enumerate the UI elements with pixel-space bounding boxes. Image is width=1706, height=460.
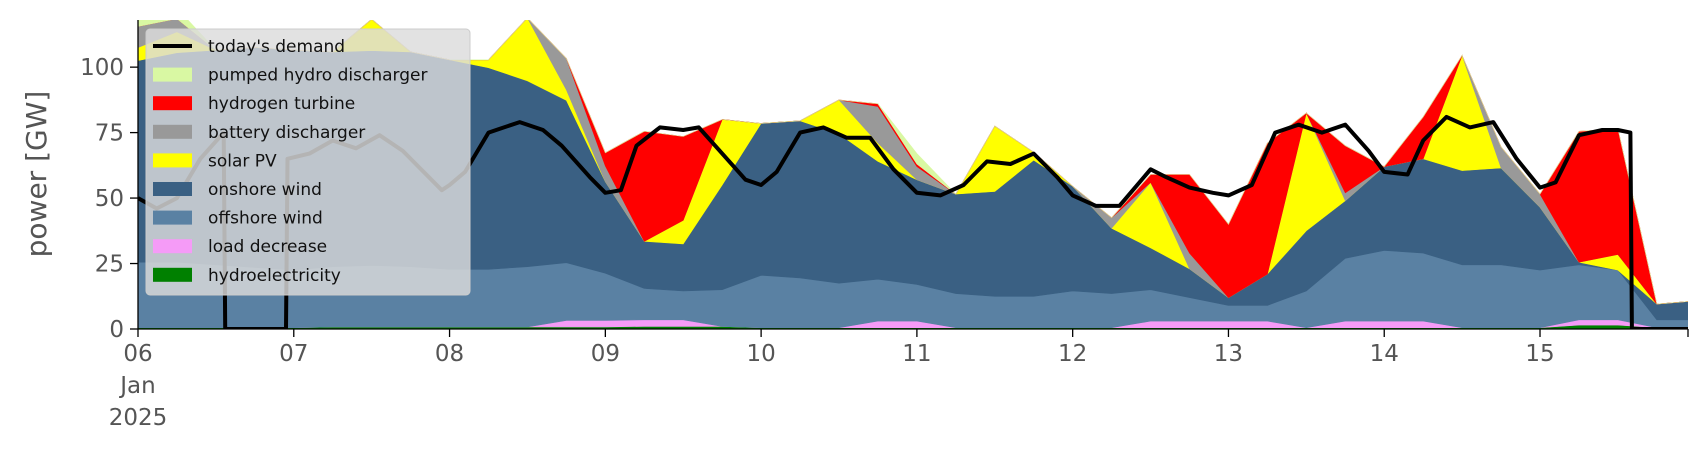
x-tick-label: 06 (123, 341, 152, 367)
y-axis-title: power [GW] (20, 91, 53, 258)
x-tick-label: 13 (1214, 341, 1243, 367)
legend-swatch-pumped-hydro-discharger (153, 67, 192, 82)
legend: today's demand pumped hydro discharger hyd… (145, 28, 471, 296)
x-tick-year: 2025 (109, 405, 168, 431)
legend-label-hydroelectricity: hydroelectricity (208, 266, 341, 286)
legend-box (145, 28, 471, 296)
x-tick-label: 08 (435, 341, 464, 367)
x-tick-label: 14 (1370, 341, 1399, 367)
x-tick-label: 15 (1525, 341, 1554, 367)
x-tick-label: 10 (746, 341, 775, 367)
legend-swatch-hydroelectricity (153, 267, 192, 282)
stacked-areas (138, 20, 1688, 329)
legend-label-hydrogen-turbine: hydrogen turbine (208, 94, 355, 114)
x-tick-label: 09 (591, 341, 620, 367)
legend-swatch-onshore-wind (153, 182, 192, 196)
y-tick-label: 75 (95, 121, 124, 147)
legend-label-offshore-wind: offshore wind (208, 209, 323, 229)
legend-label-today-s-demand: today's demand (208, 37, 345, 57)
legend-swatch-battery-discharger (153, 124, 192, 139)
legend-label-battery-discharger: battery discharger (208, 123, 365, 143)
area-pumped-hydro-discharger (138, 20, 1688, 305)
x-tick-label: 07 (279, 341, 308, 367)
legend-swatch-load-decrease (153, 239, 192, 254)
x-tick-month: Jan (118, 373, 155, 399)
axes: 0 25 50 75 100 06 Jan 2025 07 08 09 10 11 12 13 14 15 (80, 20, 1689, 431)
legend-swatch-hydrogen-turbine (153, 96, 192, 111)
legend-swatch-solar-pv (153, 153, 192, 168)
x-tick-label: 12 (1058, 341, 1087, 367)
legend-swatch-offshore-wind (153, 210, 192, 225)
y-tick-label: 25 (95, 252, 124, 278)
x-tick-label: 11 (902, 341, 931, 367)
y-tick-label: 0 (109, 317, 124, 343)
y-tick-label: 50 (95, 186, 124, 212)
legend-label-solar-pv: solar PV (208, 151, 277, 171)
legend-label-onshore-wind: onshore wind (208, 180, 322, 200)
legend-label-pumped-hydro-discharger: pumped hydro discharger (208, 66, 427, 86)
y-tick-label: 100 (80, 55, 124, 81)
legend-label-load-decrease: load decrease (208, 237, 327, 257)
